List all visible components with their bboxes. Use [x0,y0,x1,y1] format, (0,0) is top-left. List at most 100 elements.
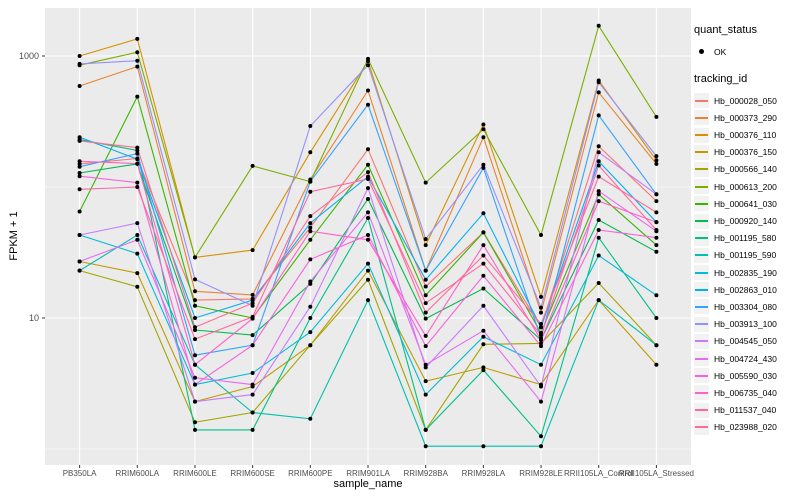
data-point-Hb_003304_080 [77,164,82,169]
data-point-Hb_011537_040 [596,163,601,168]
data-point-Hb_001195_590 [539,444,543,449]
data-point-Hb_006735_040 [366,237,370,242]
data-point-Hb_011537_040 [539,333,543,338]
legend-entry-label: Hb_002835_190 [714,267,777,278]
legend-entry-Hb_000376_150: Hb_000376_150 [694,144,798,161]
data-point-Hb_004545_050 [539,384,543,389]
data-point-Hb_002835_190 [366,261,370,266]
data-point-Hb_001195_580 [481,368,486,373]
data-point-Hb_000566_140 [135,284,140,289]
data-point-Hb_002835_190 [596,253,601,258]
legend-entry-Hb_004545_050: Hb_004545_050 [694,333,798,350]
data-point-Hb_002863_010 [77,135,82,140]
x-tick-label: RRIM928LA [462,469,506,478]
legend-key-swatch [694,196,709,212]
data-point-Hb_003304_080 [308,179,313,184]
data-point-Hb_006735_040 [596,199,601,204]
legend-line-icon [695,168,708,171]
data-point-Hb_011537_040 [135,185,140,189]
data-point-Hb_000613_200 [193,255,197,260]
data-point-Hb_006735_040 [539,337,543,342]
data-point-Hb_023988_020 [250,301,255,306]
data-point-Hb_000920_140 [481,286,486,291]
data-point-Hb_004545_050 [308,304,313,309]
data-point-Hb_000376_110 [539,294,543,299]
legend-entry-Hb_000613_200: Hb_000613_200 [694,178,798,195]
data-point-Hb_002863_010 [481,211,486,216]
data-point-Hb_002863_010 [423,277,428,282]
data-point-Hb_003304_080 [135,151,140,156]
data-point-Hb_003304_080 [366,102,370,107]
y-axis-title: FPKM + 1 [8,211,20,261]
data-point-Hb_000613_200 [250,163,255,168]
legend: quant_status OK tracking_id Hb_000028_05… [694,24,798,436]
data-point-Hb_000613_200 [596,23,601,28]
data-point-Hb_001195_580 [654,316,659,320]
legend-entry-Hb_023988_020: Hb_023988_020 [694,419,798,436]
data-point-Hb_004545_050 [366,186,370,191]
data-point-Hb_000641_030 [596,192,601,197]
data-point-Hb_004545_050 [135,221,140,226]
data-point-Hb_002835_190 [539,362,543,367]
data-point-Hb_005590_030 [250,343,255,348]
data-point-Hb_011537_040 [77,187,82,192]
legend-entry-label: Hb_011537_040 [714,405,777,416]
data-point-Hb_002863_010 [596,159,601,164]
legend-entry-Hb_003913_100: Hb_003913_100 [694,316,798,333]
y-tick-label: 1000 [19,51,39,61]
legend-tracking-id-entries: Hb_000028_050 Hb_000373_290 Hb_000376_110 H… [694,92,798,436]
data-point-Hb_000376_150 [423,379,428,384]
legend-key-swatch [694,179,709,195]
legend-key-swatch [694,127,709,143]
data-point-Hb_023988_020 [308,214,313,219]
legend-entry-label: Hb_023988_020 [714,422,777,433]
data-point-Hb_000376_110 [423,243,428,248]
data-point-Hb_000613_200 [481,127,486,132]
legend-line-icon [695,237,708,240]
data-point-Hb_006735_040 [308,229,313,234]
data-point-Hb_003913_100 [539,305,543,310]
legend-key-swatch [694,299,709,315]
data-point-Hb_006735_040 [135,161,140,166]
data-point-Hb_004545_050 [250,392,255,397]
data-point-Hb_000373_290 [366,88,370,93]
data-point-Hb_000641_030 [135,94,140,99]
x-axis-title: sample_name [333,478,403,490]
data-point-Hb_000373_290 [135,64,140,69]
data-point-Hb_000028_050 [193,298,197,303]
data-point-Hb_023988_020 [77,138,82,143]
data-point-Hb_006735_040 [77,159,82,164]
data-point-Hb_005590_030 [366,233,370,237]
legend-key-swatch [694,93,709,109]
data-point-Hb_004545_050 [596,150,601,155]
data-point-Hb_023988_020 [539,322,543,326]
legend-line-icon [695,254,708,257]
legend-key-swatch [694,230,709,246]
legend-key-swatch [694,316,709,332]
legend-key-swatch [694,402,709,418]
data-point-Hb_002863_010 [250,298,255,303]
data-point-Hb_000373_290 [77,84,82,88]
data-point-Hb_000373_290 [250,292,255,297]
legend-entry-label: Hb_004545_050 [714,336,777,347]
data-point-Hb_001195_580 [596,235,601,240]
data-point-Hb_001195_580 [308,316,313,320]
data-point-Hb_023988_020 [135,145,140,150]
x-tick-label: PB350LA [63,469,97,478]
legend-entry-label: Hb_000373_290 [714,112,777,123]
data-point-Hb_011537_040 [250,314,255,319]
data-point-Hb_011537_040 [193,337,197,342]
legend-entry-Hb_000373_290: Hb_000373_290 [694,109,798,126]
data-point-Hb_001195_580 [366,216,370,220]
legend-line-icon [695,323,708,326]
data-point-Hb_000641_030 [193,303,197,308]
legend-key-swatch [694,333,709,349]
legend-spacer [694,60,798,73]
data-point-Hb_002835_190 [250,371,255,375]
data-point-Hb_005590_030 [481,273,486,278]
data-point-Hb_001195_580 [539,434,543,439]
legend-key-swatch [694,213,709,229]
data-point-Hb_000920_140 [193,328,197,332]
